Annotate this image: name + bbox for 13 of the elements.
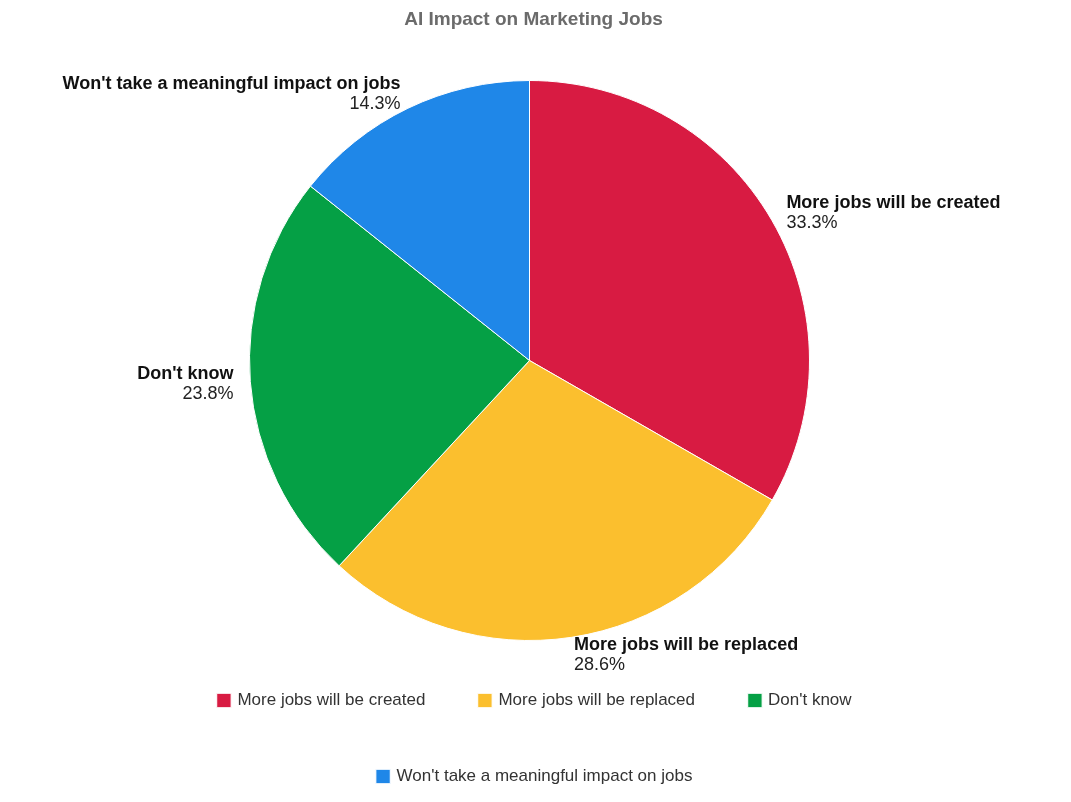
chart-title: AI Impact on Marketing Jobs (404, 7, 663, 29)
data-label: 33.3% (786, 211, 838, 232)
data-label: 23.8% (182, 382, 234, 403)
legend-label: More jobs will be created (237, 690, 426, 710)
legend-label: More jobs will be replaced (498, 690, 695, 710)
legend-label: Don't know (768, 690, 852, 710)
legend-label: Won't take a meaningful impact on jobs (396, 766, 693, 786)
slice-label: Won't take a meaningful impact on jobs (62, 73, 401, 94)
slice-label: More jobs will be created (786, 191, 1001, 212)
data-label: 14.3% (349, 93, 401, 114)
slice-label: More jobs will be replaced (574, 633, 799, 654)
data-label: 28.6% (574, 653, 626, 674)
slice-label: Don't know (137, 362, 235, 383)
